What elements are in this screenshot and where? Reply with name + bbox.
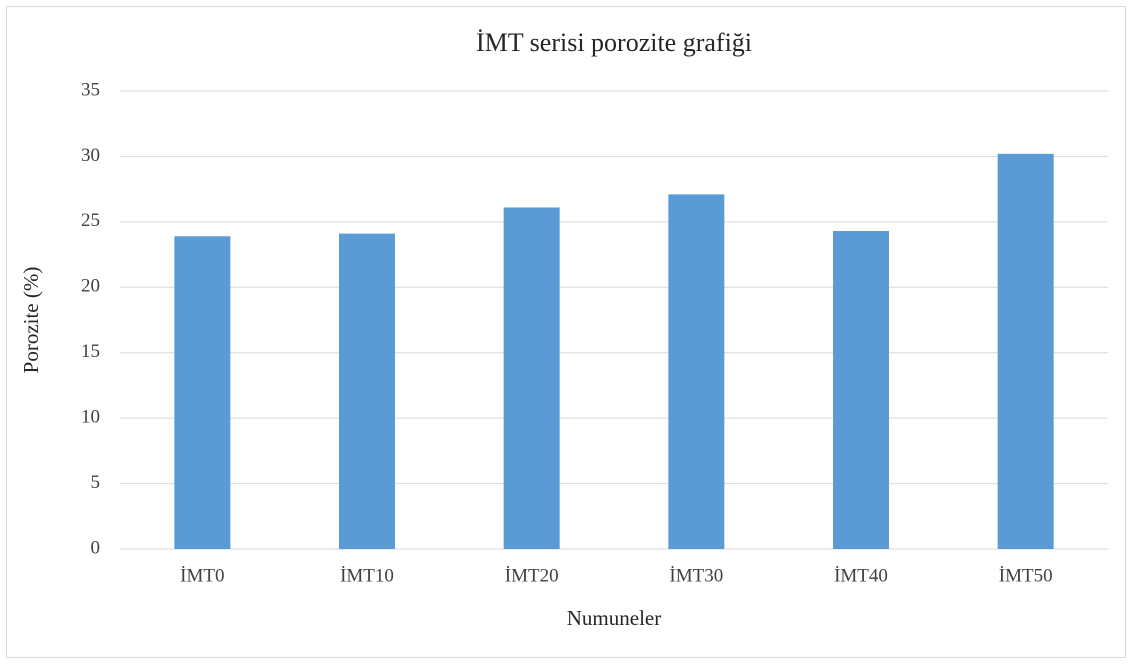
bar (503, 207, 560, 549)
x-tick-label: İMT30 (669, 565, 723, 586)
y-axis-label: Porozite (%) (19, 267, 43, 374)
y-tick-label: 35 (81, 79, 100, 100)
y-tick-label: 20 (81, 276, 100, 297)
x-axis-label: Numuneler (567, 606, 661, 630)
y-tick-label: 30 (81, 145, 100, 166)
chart-title: İMT serisi porozite grafiği (476, 28, 752, 57)
bar (668, 194, 725, 549)
bar (833, 231, 889, 549)
y-tick-label: 0 (91, 537, 101, 558)
bar (997, 153, 1054, 549)
y-tick-label: 5 (91, 472, 101, 493)
x-tick-label: İMT20 (505, 565, 559, 586)
y-tick-label: 10 (81, 407, 100, 428)
x-tick-label: İMT40 (834, 565, 888, 586)
x-tick-label: İMT50 (999, 565, 1053, 586)
bar (339, 233, 395, 550)
bar (174, 236, 231, 549)
x-tick-label: İMT10 (340, 565, 394, 586)
x-tick-label: İMT0 (180, 565, 224, 586)
y-tick-label: 25 (81, 210, 100, 231)
y-tick-label: 15 (81, 341, 100, 362)
